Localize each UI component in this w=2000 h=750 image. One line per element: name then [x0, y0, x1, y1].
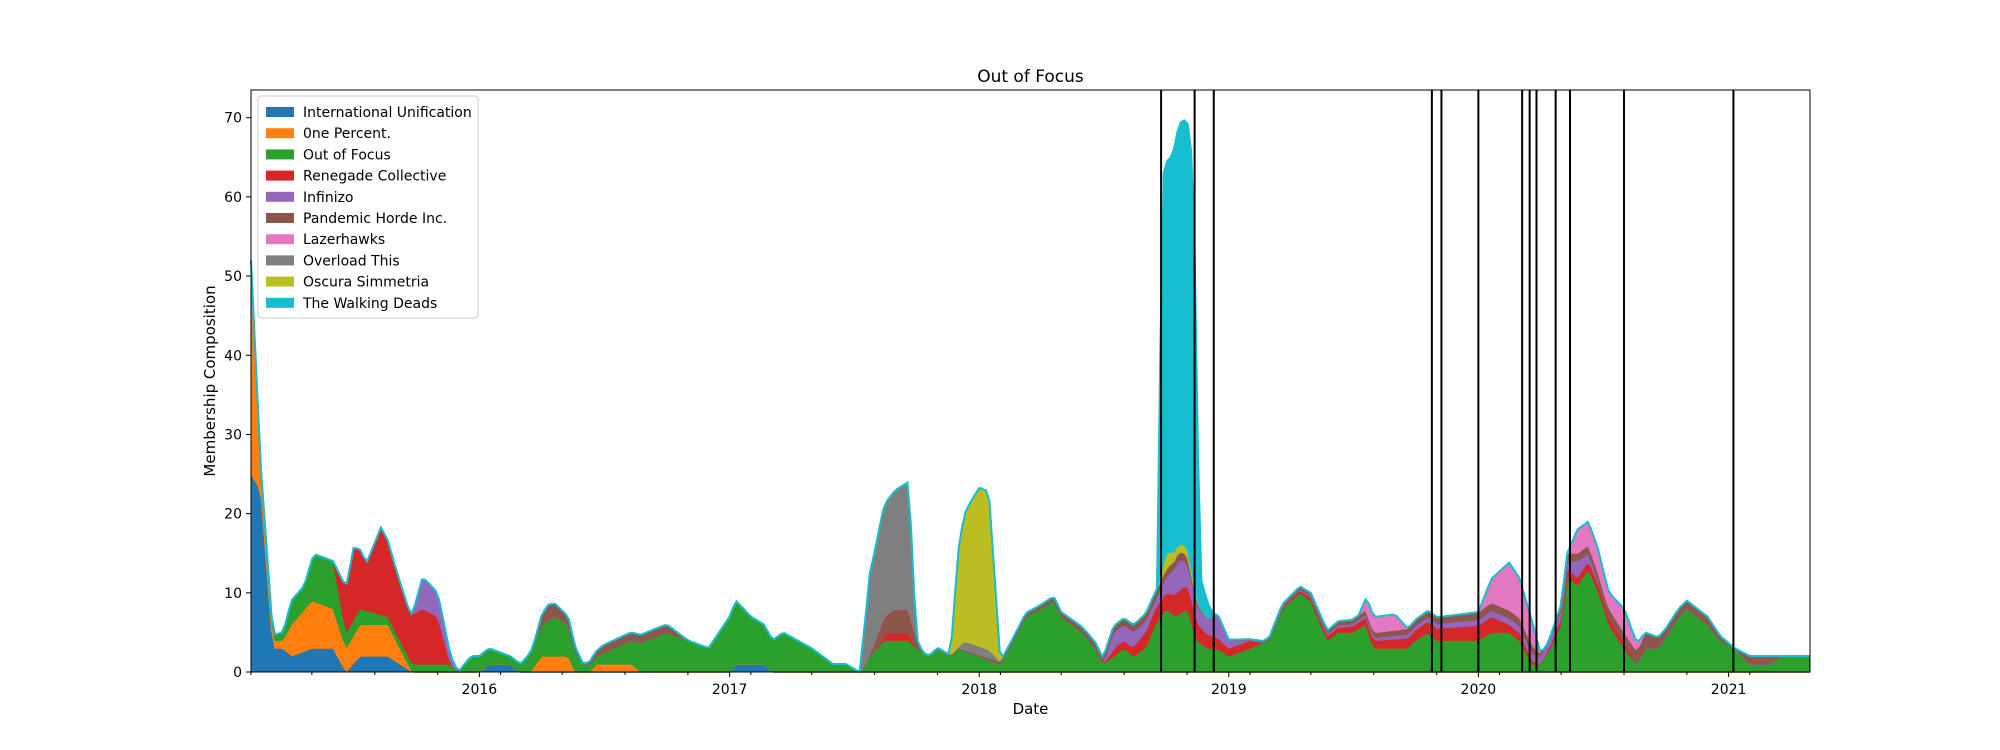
x-tick-label: 2018: [961, 682, 997, 698]
plot-frame: [250, 89, 1811, 673]
legend-swatch: [266, 234, 294, 245]
legend-swatch: [266, 191, 294, 202]
legend-label: 0ne Percent.: [303, 126, 391, 142]
x-tick-label: 2016: [462, 682, 498, 698]
legend-label: Pandemic Horde Inc.: [303, 211, 447, 227]
legend: International Unification 0ne Percent. Out…: [257, 95, 479, 319]
y-tick-label: 50: [224, 269, 242, 285]
y-tick-label: 10: [224, 586, 242, 602]
legend-swatch: [266, 297, 294, 308]
y-tick-label: 0: [233, 665, 242, 681]
x-tick-label: 2019: [1211, 682, 1247, 698]
legend-swatch: [266, 255, 294, 266]
legend-label: International Unification: [303, 105, 472, 121]
legend-label: Lazerhawks: [303, 232, 385, 248]
legend-swatch: [266, 128, 294, 139]
y-tick-label: 40: [224, 348, 242, 364]
legend-swatch: [266, 107, 294, 117]
legend-swatch: [266, 213, 294, 223]
vertical-lines-group: [1160, 90, 1735, 672]
legend-label: Out of Focus: [303, 147, 391, 163]
y-axis-title: Membership Composition: [201, 285, 219, 476]
legend-label: The Walking Deads: [302, 296, 437, 312]
legend-swatch: [266, 276, 294, 287]
y-axis: 0 10 20 30 40 50 60 70: [224, 111, 251, 681]
y-tick-label: 60: [224, 190, 242, 206]
y-tick-label: 30: [224, 427, 242, 443]
legend-box: [257, 95, 479, 319]
legend-swatch: [266, 170, 294, 181]
x-axis: 2016 2017 2018 2019 2020 2021: [250, 672, 1751, 698]
legend-label: Oscura Simmetria: [303, 275, 429, 291]
legend-label: Overload This: [303, 253, 400, 269]
chart-title: Out of Focus: [977, 67, 1084, 87]
legend-swatch: [266, 149, 294, 160]
stack-top-edge: [250, 119, 1810, 674]
x-tick-label: 2021: [1711, 682, 1747, 698]
x-tick-label: 2020: [1461, 682, 1497, 698]
y-tick-label: 20: [224, 507, 242, 523]
legend-label: Renegade Collective: [303, 169, 446, 185]
y-tick-label: 70: [224, 111, 242, 127]
x-tick-label: 2017: [712, 682, 748, 698]
legend-label: Infinizo: [303, 190, 354, 206]
x-axis-title: Date: [1013, 700, 1049, 718]
